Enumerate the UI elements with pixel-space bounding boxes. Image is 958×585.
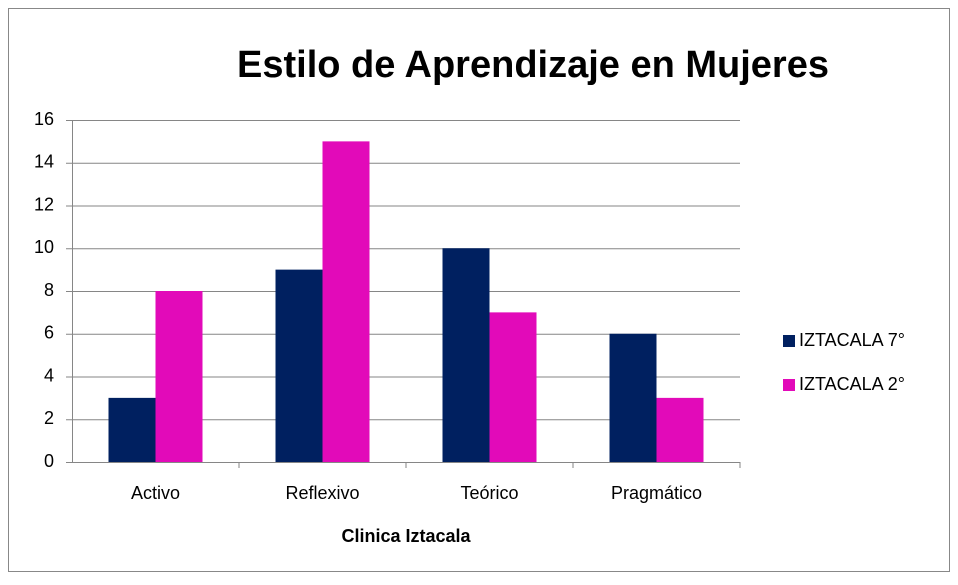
x-axis-label: Clinica Iztacala (341, 526, 471, 546)
y-tick-label: 0 (44, 451, 54, 471)
bar (275, 269, 323, 462)
x-tick-label: Pragmático (611, 483, 702, 503)
chart-title: Estilo de Aprendizaje en Mujeres (237, 44, 829, 86)
y-tick-label: 14 (34, 152, 54, 172)
bar (609, 333, 657, 462)
y-tick-label: 4 (44, 365, 54, 385)
bar (656, 397, 704, 462)
legend-swatch (783, 379, 795, 391)
y-tick-label: 8 (44, 280, 54, 300)
bar (442, 248, 490, 462)
bar (155, 291, 203, 462)
y-tick-label: 6 (44, 323, 54, 343)
bar (322, 141, 370, 462)
bar (489, 312, 537, 462)
legend-swatch (783, 335, 795, 347)
bar (108, 397, 156, 462)
legend-label: IZTACALA 2° (799, 374, 905, 394)
y-tick-label: 16 (34, 109, 54, 129)
y-tick-label: 2 (44, 408, 54, 428)
x-tick-label: Activo (131, 483, 180, 503)
x-tick-label: Teórico (460, 483, 518, 503)
x-tick-label: Reflexivo (285, 483, 359, 503)
y-tick-label: 10 (34, 237, 54, 257)
legend-label: IZTACALA 7° (799, 330, 905, 350)
y-tick-label: 12 (34, 194, 54, 214)
